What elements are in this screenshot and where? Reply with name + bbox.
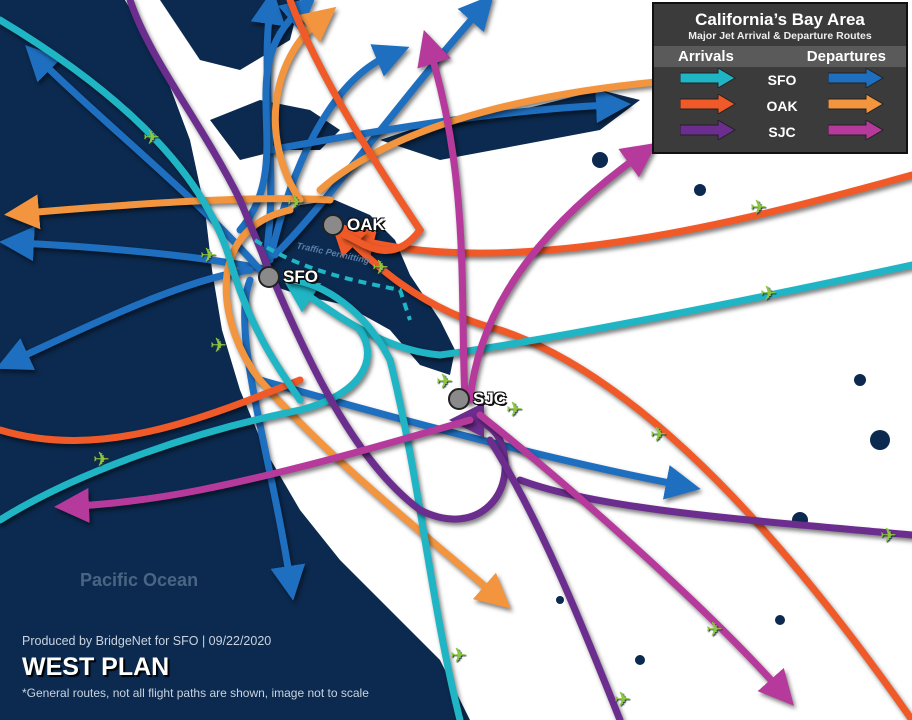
departure-arrow-icon [827,118,884,145]
san-francisco-bay [250,200,455,375]
airport-label: SFO [283,267,318,286]
sfo-arrival-routes [0,16,912,720]
arrival-arrow-icon [679,66,736,93]
plane-icon: ✈ [93,449,110,471]
footnote: *General routes, not all flight paths ar… [22,686,369,700]
sjc-departure-routes [54,29,794,706]
legend: California’s Bay Area Major Jet Arrival … [652,2,908,154]
airport-label: OAK [347,215,385,234]
airport-sfo[interactable]: SFO [258,266,318,288]
plane-icon: ✈ [706,619,723,641]
arrivals-header: Arrivals [678,48,734,65]
legend-airport-code: OAK [766,98,798,114]
plane-icon: ✈ [450,645,467,667]
legend-row-oak: OAK [654,92,906,119]
legend-row-sfo: SFO [654,66,906,93]
plane-icon: ✈ [210,335,227,357]
plane-icon: ✈ [506,399,523,421]
plane-icon: ✈ [650,424,667,446]
plane-icon: ✈ [372,257,389,279]
ocean-label: Pacific Ocean [80,570,199,590]
legend-row-sjc: SJC [654,118,906,145]
legend-header: Arrivals Departures [654,46,906,67]
departure-arrow-icon [827,66,884,93]
plane-icon: ✈ [750,197,767,219]
airport-icon [322,214,344,236]
departure-arrow-icon [827,92,884,119]
airport-icon [258,266,280,288]
legend-subtitle: Major Jet Arrival & Departure Routes [688,30,872,42]
airport-sjc[interactable]: SJC [448,388,506,410]
plane-icon: ✈ [287,192,304,214]
airport-icon [448,388,470,410]
departures-header: Departures [806,48,886,65]
credit-text: Produced by BridgeNet for SFO | 09/22/20… [22,634,272,648]
legend-title: California’s Bay Area [695,10,865,29]
plane-icon: ✈ [880,525,897,547]
sjc-arrival-routes [126,0,912,720]
legend-airport-code: SJC [768,124,796,140]
legend-airport-code: SFO [767,72,797,88]
ocean [0,0,470,720]
traffic-permitting-route [253,238,412,321]
plane-icon: ✈ [143,127,160,149]
plane-icon: ✈ [760,283,777,305]
airport-label: SJC [473,389,507,408]
legend-rows: SFO OAK SJC [654,66,906,145]
plane-icon: ✈ [436,371,453,393]
plane-icon: ✈ [200,245,217,267]
airport-oak[interactable]: OAK [322,214,385,236]
arrival-arrow-icon [679,92,736,119]
arrival-arrow-icon [679,118,736,145]
plane-icon: ✈ [614,689,631,711]
plan-title: WEST PLAN [22,653,170,681]
